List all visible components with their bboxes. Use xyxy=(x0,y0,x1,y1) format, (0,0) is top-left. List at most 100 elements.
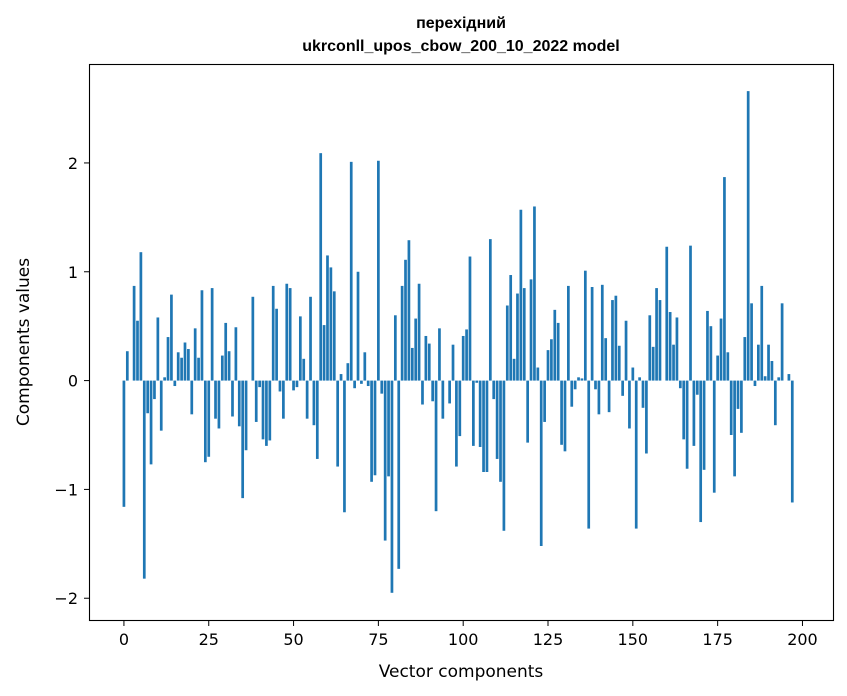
bar-32 xyxy=(231,380,234,417)
bar-148 xyxy=(624,320,628,381)
x-tick-label: 125 xyxy=(533,630,564,649)
bar-80 xyxy=(393,315,397,381)
bar-57 xyxy=(315,380,319,459)
bar-22 xyxy=(197,357,200,381)
bar-55 xyxy=(309,296,312,381)
x-tick-label: 100 xyxy=(448,630,479,649)
bar-115 xyxy=(512,358,516,381)
bar-190 xyxy=(767,344,770,381)
bar-119 xyxy=(526,380,530,443)
bar-118 xyxy=(522,288,526,381)
bar-158 xyxy=(658,300,662,381)
bar-47 xyxy=(282,380,285,419)
bar-93 xyxy=(438,328,441,381)
bar-65 xyxy=(343,380,346,513)
bar-152 xyxy=(638,377,641,381)
bar-188 xyxy=(760,285,764,381)
bar-166 xyxy=(685,380,689,469)
bar-43 xyxy=(268,380,272,441)
bar-123 xyxy=(539,380,543,546)
bar-130 xyxy=(563,380,567,452)
bar-31 xyxy=(227,351,231,381)
bar-178 xyxy=(726,352,730,381)
bar-54 xyxy=(305,380,309,419)
bar-194 xyxy=(780,303,784,381)
y-tick-label: 1 xyxy=(68,263,78,282)
bar-85 xyxy=(410,347,414,381)
y-tick-label: 0 xyxy=(68,372,78,391)
bar-76 xyxy=(380,380,384,394)
bar-46 xyxy=(278,380,282,392)
bar-36 xyxy=(244,380,248,451)
bar-89 xyxy=(424,335,428,381)
bar-59 xyxy=(322,325,326,381)
bar-165 xyxy=(682,380,686,440)
bar-42 xyxy=(265,380,268,446)
bar-175 xyxy=(716,355,719,381)
bar-162 xyxy=(672,344,675,381)
x-tick-label: 150 xyxy=(618,630,649,649)
bar-66 xyxy=(346,363,350,381)
bar-144 xyxy=(611,300,614,381)
bar-101 xyxy=(465,329,468,381)
bar-24 xyxy=(203,380,207,463)
bar-108 xyxy=(488,239,492,381)
bar-110 xyxy=(495,380,499,459)
bar-122 xyxy=(536,367,540,381)
y-tick-label: −2 xyxy=(54,589,78,608)
x-tick-label: 175 xyxy=(702,630,733,649)
bar-151 xyxy=(634,380,638,529)
bar-44 xyxy=(271,285,275,381)
bar-176 xyxy=(719,318,723,381)
bar-79 xyxy=(390,380,394,593)
bar-18 xyxy=(183,342,187,381)
bar-19 xyxy=(187,349,190,381)
bar-104 xyxy=(475,380,479,383)
bar-138 xyxy=(590,287,594,381)
bar-97 xyxy=(451,344,455,381)
bar-140 xyxy=(597,380,601,415)
bar-168 xyxy=(692,380,696,446)
bar-14 xyxy=(170,294,173,381)
bar-120 xyxy=(529,279,533,381)
bar-69 xyxy=(356,271,360,381)
bar-15 xyxy=(173,380,177,387)
bar-157 xyxy=(655,288,658,381)
bar-96 xyxy=(448,380,451,404)
bar-131 xyxy=(567,285,570,381)
bar-136 xyxy=(583,270,587,381)
bar-8 xyxy=(149,380,153,465)
bar-11 xyxy=(159,380,163,431)
bar-156 xyxy=(651,346,655,381)
x-tick-label: 50 xyxy=(283,630,303,649)
bar-35 xyxy=(241,380,245,499)
bar-86 xyxy=(414,318,418,381)
bar-186 xyxy=(753,380,757,387)
bar-84 xyxy=(407,240,411,381)
bar-193 xyxy=(777,377,781,381)
bar-16 xyxy=(176,352,180,381)
bar-94 xyxy=(441,380,445,419)
bar-7 xyxy=(146,380,150,414)
bar-92 xyxy=(434,380,438,512)
bar-3 xyxy=(132,285,136,381)
bar-127 xyxy=(553,309,557,381)
bar-62 xyxy=(332,291,336,381)
bar-117 xyxy=(519,209,523,381)
bar-5 xyxy=(139,252,143,381)
bar-145 xyxy=(614,295,618,381)
bar-114 xyxy=(509,275,513,381)
bar-171 xyxy=(702,380,706,470)
bar-169 xyxy=(695,380,699,395)
bar-81 xyxy=(397,380,401,569)
bar-0 xyxy=(122,380,126,507)
bar-116 xyxy=(516,293,519,381)
bar-61 xyxy=(329,267,333,381)
bar-40 xyxy=(258,380,261,388)
x-axis-label: Vector components xyxy=(379,662,544,682)
x-axis-ticks: 0 25 50 75 100 125 150 175 200 xyxy=(119,620,818,649)
x-tick-label: 25 xyxy=(199,630,219,649)
bar-137 xyxy=(587,380,591,529)
bar-70 xyxy=(360,380,363,384)
bar-49 xyxy=(288,288,292,381)
